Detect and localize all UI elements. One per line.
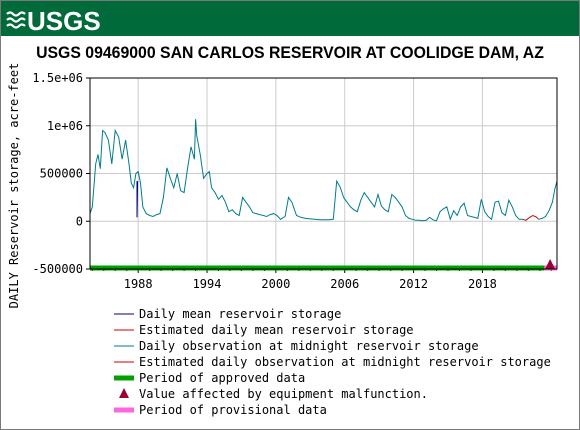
legend-label: Period of provisional data <box>139 403 327 417</box>
y-axis-label: DAILY Reservoir storage, acre-feet <box>7 63 21 309</box>
legend-label: Estimated daily observation at midnight … <box>139 355 551 369</box>
x-tick-label: 2000 <box>261 277 290 291</box>
x-tick-label: 1988 <box>124 277 153 291</box>
y-tick-label: 0 <box>76 214 83 228</box>
series-line-3 <box>522 214 539 221</box>
plot-border <box>89 77 558 270</box>
y-tick-label: 500000 <box>40 167 83 181</box>
x-tick-label: 2018 <box>468 277 497 291</box>
series-line-0 <box>136 181 139 218</box>
usgs-logo-text: USGS <box>27 6 101 34</box>
x-tick-label: 1994 <box>193 277 222 291</box>
x-tick-label: 2006 <box>330 277 359 291</box>
usgs-header-banner: USGS <box>1 1 579 36</box>
y-tick-label: 1e+06 <box>47 119 83 133</box>
legend-label: Period of approved data <box>139 371 305 385</box>
legend-label: Estimated daily mean reservoir storage <box>139 323 414 337</box>
y-tick-label: -500000 <box>32 262 83 276</box>
usgs-logo-icon: USGS <box>6 6 101 34</box>
y-tick-label: 1.5e+06 <box>32 71 83 85</box>
legend-marker-icon <box>119 388 129 398</box>
equipment-malfunction-marker <box>545 259 556 269</box>
series-line-4 <box>538 180 558 220</box>
series-line-2 <box>89 119 523 222</box>
chart-title: USGS 09469000 SAN CARLOS RESERVOIR AT CO… <box>36 43 544 62</box>
legend-label: Daily mean reservoir storage <box>139 307 341 321</box>
legend-label: Value affected by equipment malfunction. <box>139 387 428 401</box>
x-tick-label: 2012 <box>399 277 428 291</box>
legend-label: Daily observation at midnight reservoir … <box>139 339 479 353</box>
